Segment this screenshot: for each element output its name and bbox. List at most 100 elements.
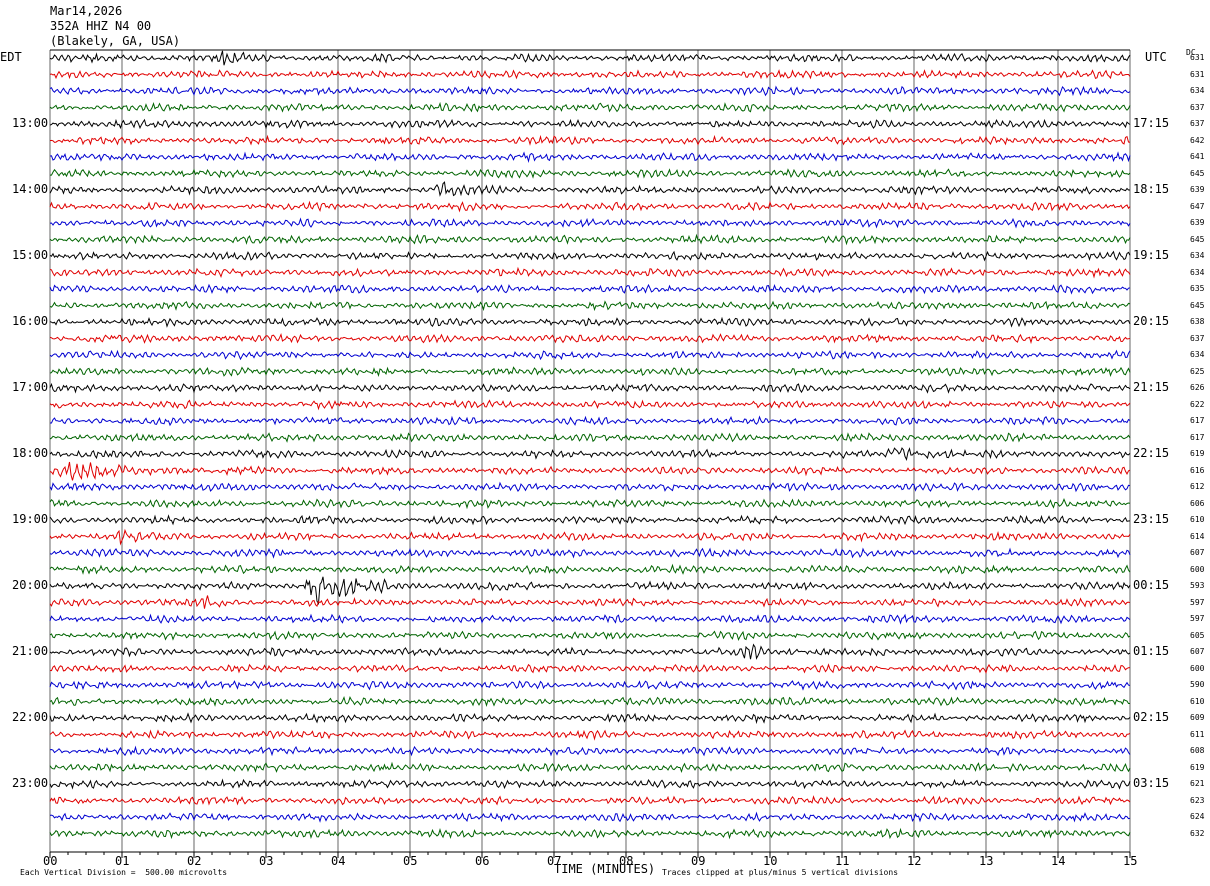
dc-offset-label: 641 — [1190, 152, 1205, 161]
trace-31 — [49, 563, 1131, 575]
dc-offset-label: 645 — [1190, 234, 1205, 244]
x-tick-label: 09 — [691, 854, 706, 868]
right-hour-label: 20:15 — [1133, 314, 1170, 328]
right-hour-label: 23:15 — [1133, 512, 1170, 526]
dc-offset-label: 600 — [1190, 564, 1205, 574]
dc-offset-label: 606 — [1190, 498, 1205, 508]
trace-26 — [49, 481, 1131, 493]
dc-offset-label: 608 — [1190, 746, 1205, 755]
left-hour-label: 19:00 — [12, 512, 49, 526]
header-date: Mar14,2026 — [50, 4, 123, 18]
trace-6 — [49, 151, 1131, 164]
trace-40 — [49, 712, 1131, 725]
dc-offset-label: 597 — [1190, 597, 1205, 607]
trace-9 — [49, 200, 1131, 213]
trace-1 — [49, 69, 1131, 80]
trace-24 — [49, 447, 1131, 462]
left-hour-label: 23:00 — [12, 776, 49, 790]
trace-5 — [49, 134, 1131, 146]
trace-29 — [49, 528, 1131, 546]
trace-46 — [49, 811, 1131, 823]
right-hour-label: 18:15 — [1133, 182, 1170, 196]
dc-offset-label: 638 — [1190, 317, 1205, 326]
right-timezone-label: UTC — [1145, 50, 1167, 64]
x-tick-label: 12 — [907, 854, 922, 868]
dc-offset-label: 637 — [1190, 333, 1205, 343]
trace-37 — [49, 663, 1131, 674]
dc-offset-label: 617 — [1190, 416, 1205, 425]
left-hour-label: 13:00 — [12, 116, 49, 130]
dc-offset-label: 605 — [1190, 630, 1205, 640]
right-hour-label: 01:15 — [1133, 644, 1170, 658]
trace-17 — [49, 333, 1131, 345]
trace-34 — [49, 613, 1131, 625]
right-hour-label: 19:15 — [1133, 248, 1170, 262]
x-tick-label: 01 — [115, 854, 130, 868]
x-tick-label: 11 — [835, 854, 850, 868]
header-location: (Blakely, GA, USA) — [50, 34, 181, 48]
dc-offset-label: 647 — [1190, 201, 1205, 211]
trace-32 — [49, 576, 1131, 606]
dc-offset-label: 614 — [1190, 531, 1205, 541]
trace-47 — [49, 827, 1131, 840]
dc-offset-label: 642 — [1190, 135, 1205, 145]
dc-offset-label: 626 — [1190, 383, 1205, 392]
left-hour-label: 15:00 — [12, 248, 49, 262]
dc-offset-label: 610 — [1190, 696, 1205, 706]
trace-27 — [49, 497, 1131, 510]
trace-20 — [49, 382, 1131, 394]
trace-15 — [49, 300, 1131, 312]
right-hour-label: 00:15 — [1133, 578, 1170, 592]
dc-offset-label: 610 — [1190, 515, 1205, 524]
trace-16 — [49, 316, 1131, 328]
x-tick-label: 02 — [187, 854, 202, 868]
trace-23 — [49, 432, 1131, 443]
trace-22 — [50, 415, 1131, 427]
clip-note: Traces clipped at plus/minus 5 vertical … — [662, 868, 899, 877]
dc-offset-label: 617 — [1190, 432, 1205, 442]
trace-25 — [49, 461, 1131, 481]
dc-offset-label: 632 — [1190, 828, 1205, 838]
x-tick-label: 03 — [259, 854, 274, 868]
dc-label: DC — [1186, 48, 1196, 57]
trace-43 — [49, 761, 1131, 774]
dc-offset-label: 645 — [1190, 168, 1205, 178]
dc-offset-label: 619 — [1190, 449, 1205, 458]
x-tick-label: 04 — [331, 854, 346, 868]
trace-41 — [49, 729, 1131, 741]
trace-8 — [49, 181, 1130, 197]
trace-11 — [49, 233, 1131, 246]
right-hour-label: 21:15 — [1133, 380, 1170, 394]
x-tick-label: 06 — [475, 854, 490, 868]
dc-offset-label: 619 — [1190, 762, 1205, 772]
dc-offset-label: 597 — [1190, 614, 1205, 623]
trace-10 — [49, 217, 1131, 229]
seismic-traces — [49, 50, 1131, 840]
x-axis-label: TIME (MINUTES) — [554, 862, 656, 876]
x-tick-label: 08 — [619, 854, 634, 868]
dc-offset-label: 631 — [1190, 69, 1205, 79]
x-tick-label: 13 — [979, 854, 994, 868]
trace-30 — [49, 547, 1131, 559]
dc-offset-label: 611 — [1190, 729, 1205, 739]
scale-note: Each Vertical Division = 500.00 microvol… — [20, 868, 228, 877]
trace-13 — [49, 266, 1131, 279]
trace-38 — [49, 680, 1131, 691]
dc-offset-label: 621 — [1190, 779, 1205, 788]
x-tick-label: 10 — [763, 854, 778, 868]
dc-offset-label: 634 — [1190, 86, 1205, 95]
dc-offset-label: 645 — [1190, 300, 1205, 310]
left-hour-label: 14:00 — [12, 182, 49, 196]
x-tick-label: 00 — [43, 854, 58, 868]
dc-offset-label: 600 — [1190, 663, 1205, 673]
left-hour-label: 21:00 — [12, 644, 49, 658]
dc-offset-label: 590 — [1190, 680, 1205, 689]
x-tick-label: 07 — [547, 854, 562, 868]
left-hour-label: 20:00 — [12, 578, 49, 592]
trace-42 — [49, 745, 1131, 757]
trace-36 — [49, 643, 1131, 660]
dc-offset-label: 637 — [1190, 119, 1205, 128]
x-tick-label: 05 — [403, 854, 418, 868]
dc-offset-label: 639 — [1190, 185, 1205, 194]
trace-3 — [49, 101, 1131, 113]
